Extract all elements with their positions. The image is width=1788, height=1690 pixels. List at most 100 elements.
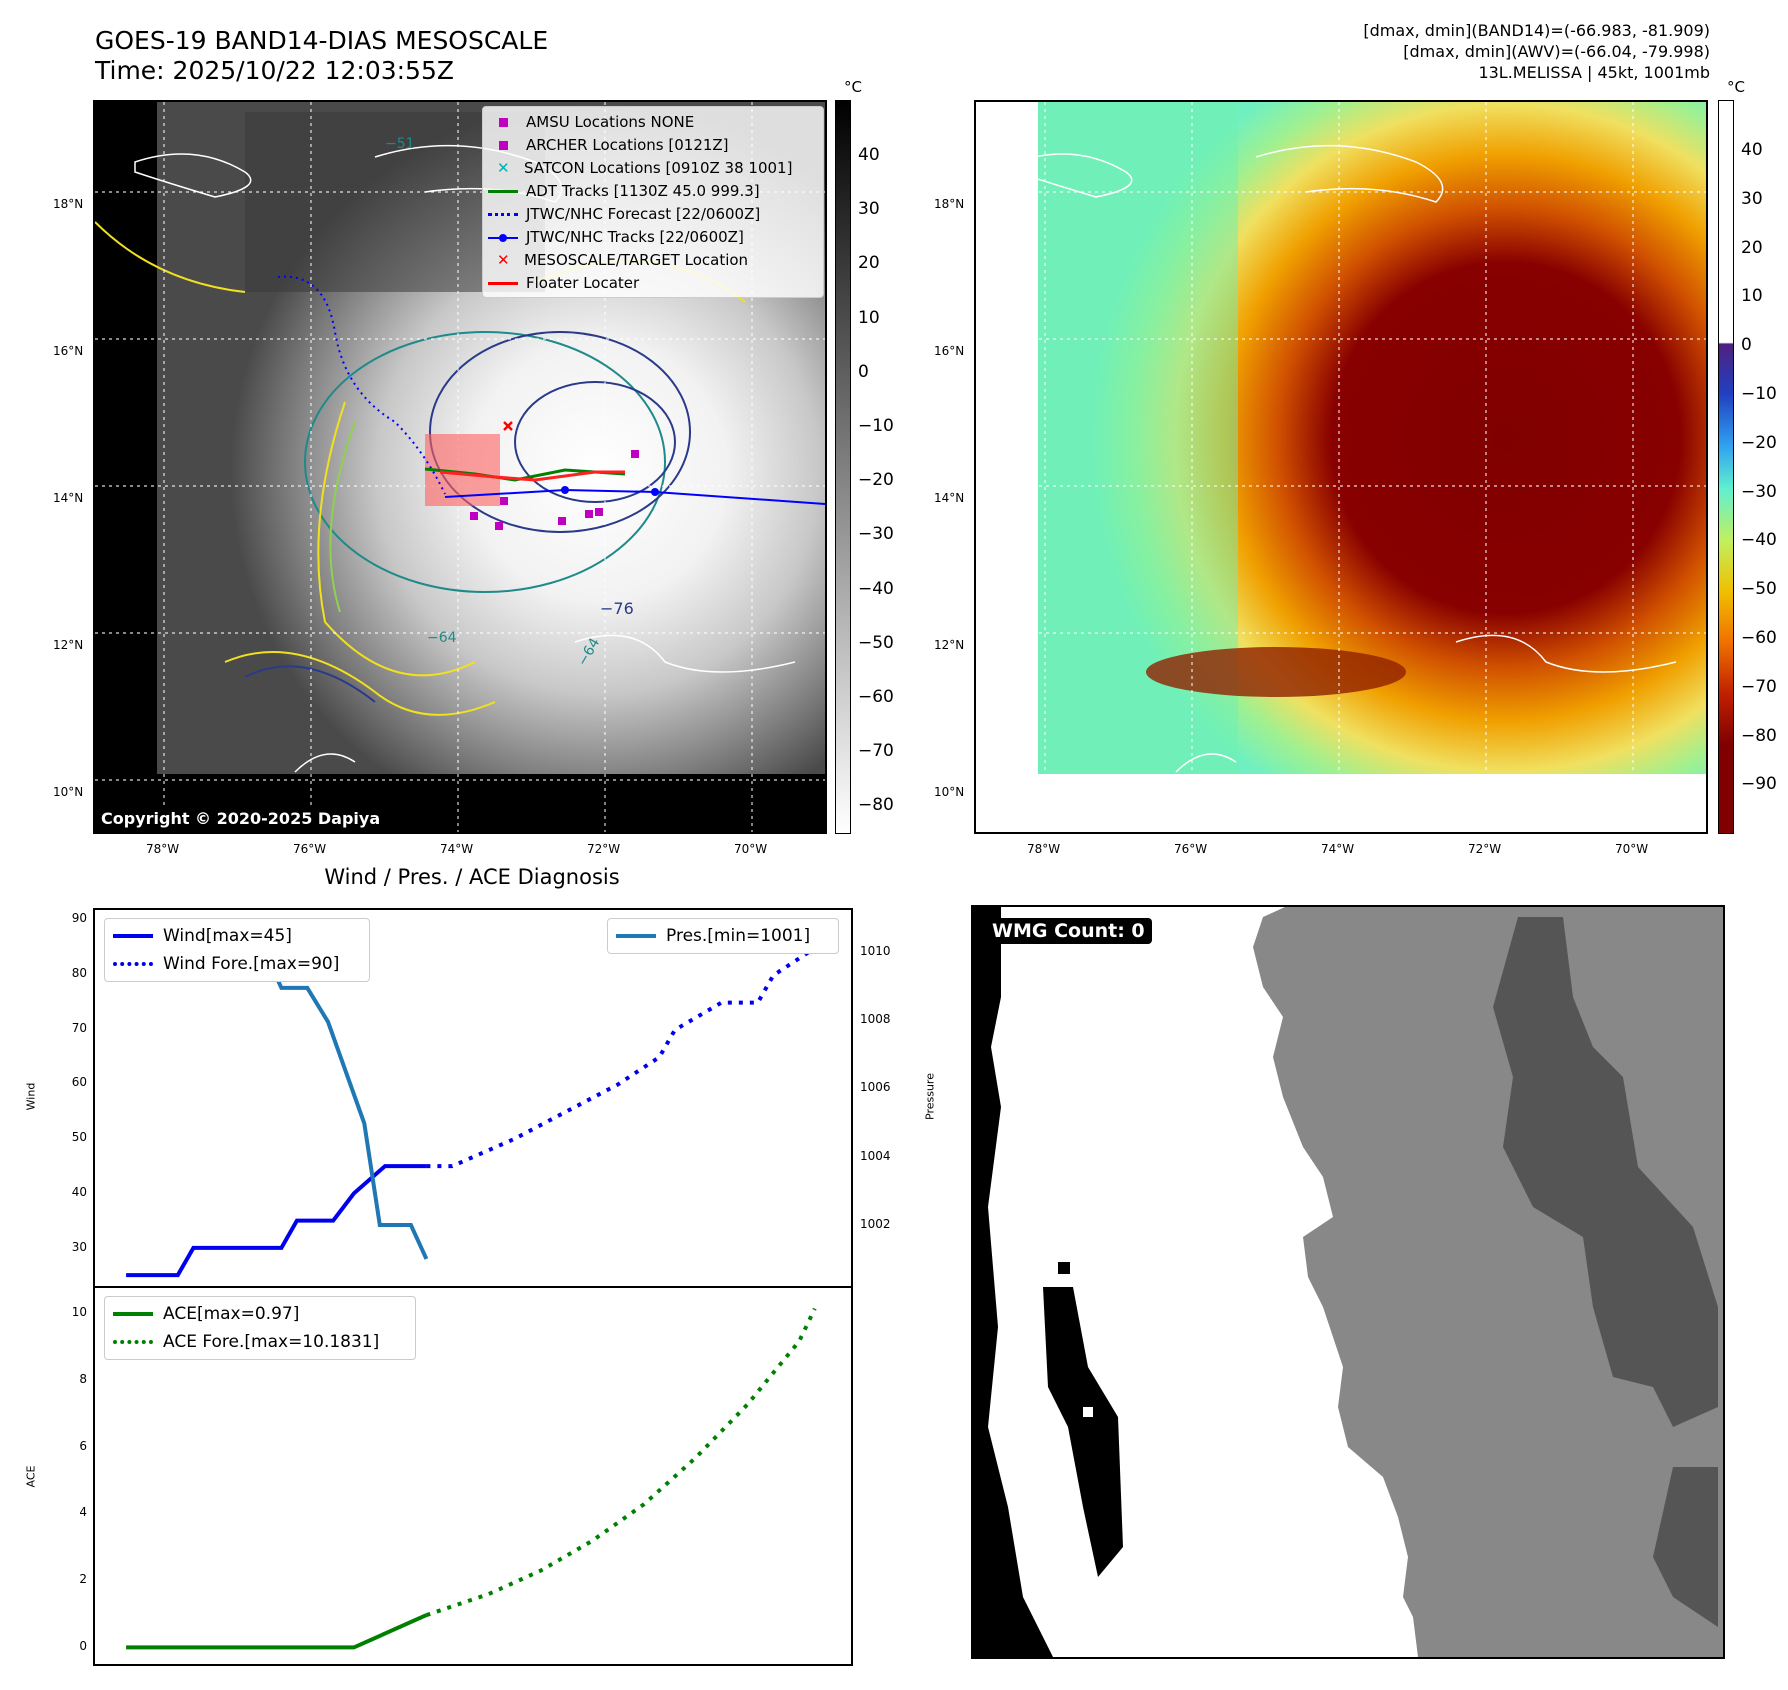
- colorbar-tick: −70: [858, 741, 894, 762]
- title-line-2: Time: 2025/10/22 12:03:55Z: [95, 56, 454, 85]
- ir-map-panel: −76 −64 −64 −51 AMSU Locations NONE ARCH…: [93, 100, 827, 834]
- square-marker-icon: [499, 141, 508, 150]
- lon-tick: 76°W: [293, 842, 327, 856]
- legend-ace: ACE[max=0.97]: [163, 1304, 300, 1324]
- colorbar-tick: −70: [1741, 676, 1777, 697]
- lon-tick: 78°W: [146, 842, 180, 856]
- figure-title: GOES-19 BAND14-DIAS MESOSCALE Time: 2025/…: [95, 26, 548, 86]
- lon-tick: 72°W: [1468, 842, 1502, 856]
- colorbar-tick: −10: [1741, 384, 1777, 404]
- series-line-wind-max-45-: [126, 1164, 427, 1278]
- colorbar-tick: −10: [858, 416, 894, 436]
- axis-tick-label: 40: [71, 1184, 87, 1199]
- legend-pres: Pres.[min=1001]: [666, 926, 811, 946]
- colorbar-grayscale: [835, 100, 851, 834]
- colorbar-tick: −50: [858, 632, 894, 653]
- awv-map-image: [976, 102, 1706, 832]
- series-line-ace-fore-max-10-1831-: [425, 1307, 817, 1617]
- legend-tracks: JTWC/NHC Tracks [22/0600Z]: [483, 226, 744, 248]
- lat-tick: 18°N: [53, 197, 84, 211]
- lat-tick: 10°N: [934, 785, 965, 799]
- colorbar-tick: 0: [1741, 335, 1752, 356]
- line-dot-icon: [488, 233, 518, 242]
- diagnosis-title: Wind / Pres. / ACE Diagnosis: [324, 865, 620, 889]
- wmg-image: [973, 907, 1723, 1657]
- lon-tick: 74°W: [440, 842, 474, 856]
- legend-forecast: JTWC/NHC Forecast [22/0600Z]: [483, 203, 760, 225]
- colorbar-tick: 40: [858, 145, 880, 165]
- colorbar-awv: [1718, 100, 1734, 834]
- series-line-wind-fore-max-90-: [426, 946, 816, 1169]
- stats-block: [dmax, dmin](BAND14)=(-66.983, -81.909) …: [1363, 20, 1710, 83]
- lat-tick: 18°N: [934, 197, 965, 211]
- axis-tick-label: 90: [71, 910, 87, 925]
- axis-tick-label: 1006: [860, 1080, 891, 1095]
- colorbar-tick: 30: [858, 199, 880, 220]
- colorbar-tick: 30: [1741, 188, 1763, 209]
- colorbar-tick: 10: [1741, 286, 1763, 307]
- lat-tick: 10°N: [53, 785, 84, 799]
- contour-label-1: −76: [600, 599, 634, 618]
- lon-tick: 76°W: [1174, 842, 1208, 856]
- line-marker-icon: [488, 190, 518, 193]
- colorbar-tick: −40: [858, 578, 894, 599]
- colorbar-tick: −30: [1741, 481, 1777, 502]
- lon-tick: 70°W: [734, 842, 768, 856]
- lon-tick: 74°W: [1321, 842, 1355, 856]
- copyright-badge: Copyright © 2020-2025 Dapiya: [95, 805, 407, 833]
- solid-line-icon: [113, 934, 153, 938]
- ace-svg: [126, 1307, 817, 1650]
- colorbar-tick: −60: [1741, 628, 1777, 648]
- axis-tick-label: 6: [79, 1438, 87, 1453]
- lat-tick: 16°N: [53, 344, 84, 358]
- pressure-legend: Pres.[min=1001]: [607, 918, 839, 954]
- axis-tick-label: 1008: [860, 1012, 891, 1027]
- colorbar-tick: −90: [1741, 774, 1777, 795]
- axis-tick-label: 4: [79, 1505, 87, 1520]
- pressure-ylabel: Pressure: [923, 1073, 937, 1120]
- axis-tick-label: 30: [71, 1239, 87, 1254]
- contour-label-4: −51: [385, 136, 415, 152]
- legend-satcon: ✕ SATCON Locations [0910Z 38 1001]: [497, 159, 793, 177]
- colorbar-tick: 40: [1741, 140, 1763, 160]
- legend-wind-fore: Wind Fore.[max=90]: [163, 954, 340, 974]
- lon-tick: 70°W: [1615, 842, 1649, 856]
- lon-tick: 72°W: [587, 842, 621, 856]
- legend-archer: ARCHER Locations [0121Z]: [483, 134, 729, 156]
- stats-line-3: 13L.MELISSA | 45kt, 1001mb: [1478, 63, 1710, 82]
- colorbar-tick: −20: [858, 470, 894, 491]
- x-marker-icon: ✕: [497, 159, 510, 177]
- series-line-ace-max-0-97-: [126, 1613, 428, 1650]
- legend-wind: Wind[max=45]: [163, 926, 292, 946]
- lat-tick: 14°N: [53, 491, 84, 505]
- lon-tick: 78°W: [1027, 842, 1061, 856]
- colorbar-tick: −30: [858, 524, 894, 545]
- axis-tick-label: 1010: [860, 944, 891, 959]
- axis-tick-label: 1002: [860, 1216, 891, 1231]
- awv-map-panel: [974, 100, 1708, 834]
- legend-adt: ADT Tracks [1130Z 45.0 999.3]: [483, 180, 760, 202]
- ace-plot: ACE[max=0.97] ACE Fore.[max=10.1831]: [93, 1286, 853, 1666]
- colorbar-tick: −20: [1741, 432, 1777, 453]
- colorbar-tick: −50: [1741, 579, 1777, 600]
- colorbar-tick: 20: [858, 253, 880, 274]
- colorbar-tick: −60: [858, 687, 894, 707]
- legend-ace-fore: ACE Fore.[max=10.1831]: [163, 1332, 380, 1352]
- wmg-panel: [971, 905, 1725, 1659]
- axis-tick-label: 1004: [860, 1148, 891, 1163]
- lat-tick: 12°N: [934, 638, 965, 652]
- dotted-line-icon: [488, 213, 518, 216]
- lat-tick: 14°N: [934, 491, 965, 505]
- colorbar-unit: °C: [844, 78, 862, 96]
- legend-amsu: AMSU Locations NONE: [483, 111, 694, 133]
- wind-legend: Wind[max=45] Wind Fore.[max=90]: [104, 918, 370, 982]
- lat-tick: 16°N: [934, 344, 965, 358]
- axis-tick-label: 70: [71, 1020, 87, 1035]
- colorbar-tick: −80: [1741, 725, 1777, 746]
- colorbar-tick: 20: [1741, 237, 1763, 258]
- colorbar-unit: °C: [1727, 78, 1745, 96]
- solid-line-icon: [113, 1312, 153, 1316]
- ace-legend: ACE[max=0.97] ACE Fore.[max=10.1831]: [104, 1296, 416, 1360]
- stats-line-2: [dmax, dmin](AWV)=(-66.04, -79.998): [1403, 42, 1710, 61]
- axis-tick-label: 8: [79, 1371, 87, 1386]
